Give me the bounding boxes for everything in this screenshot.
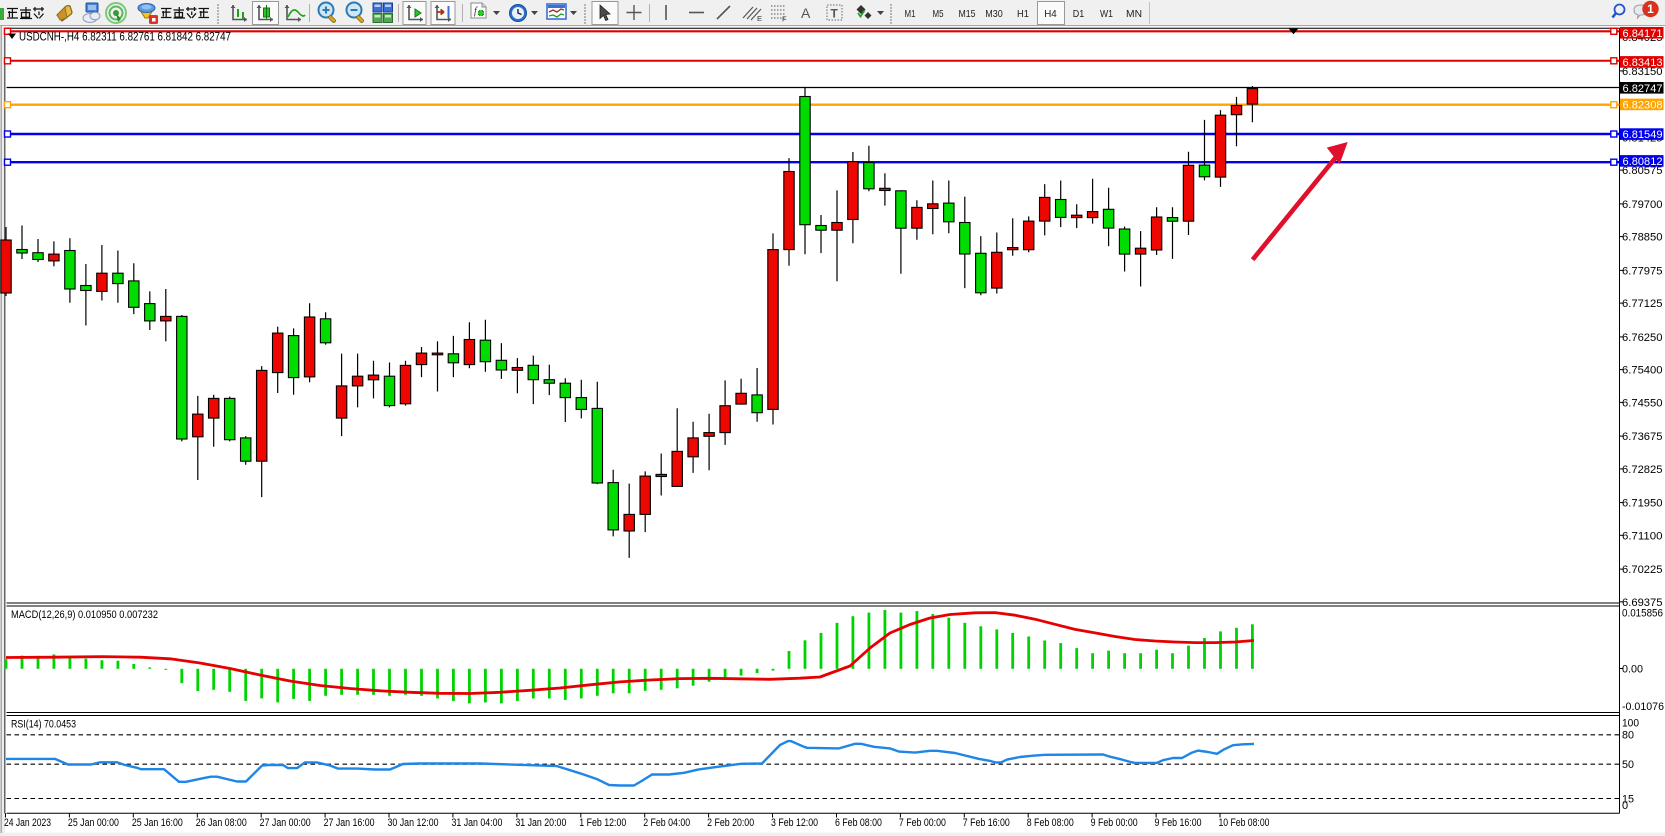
svg-text:M15: M15 xyxy=(959,8,976,20)
svg-text:F: F xyxy=(782,15,787,24)
svg-text:6.82308: 6.82308 xyxy=(1623,99,1663,111)
svg-text:H4: H4 xyxy=(1044,8,1057,20)
svg-text:MACD(12,26,9) 0.010950 0.00723: MACD(12,26,9) 0.010950 0.007232 xyxy=(11,609,158,621)
svg-text:25 Jan 16:00: 25 Jan 16:00 xyxy=(132,817,183,829)
svg-text:27 Jan 00:00: 27 Jan 00:00 xyxy=(260,817,311,829)
svg-text:6.82747: 6.82747 xyxy=(1623,83,1663,95)
svg-text:MN: MN xyxy=(1126,8,1142,20)
svg-text:6 Feb 08:00: 6 Feb 08:00 xyxy=(835,817,882,829)
svg-text:1: 1 xyxy=(1647,2,1654,16)
svg-text:RSI(14) 70.0453: RSI(14) 70.0453 xyxy=(11,719,76,731)
svg-text:6.69375: 6.69375 xyxy=(1622,597,1663,609)
svg-text:6.79700: 6.79700 xyxy=(1622,199,1663,211)
svg-text:6.83413: 6.83413 xyxy=(1623,57,1663,69)
svg-text:6.76250: 6.76250 xyxy=(1622,332,1663,344)
svg-text:9 Feb 00:00: 9 Feb 00:00 xyxy=(1091,817,1138,829)
svg-text:27 Jan 16:00: 27 Jan 16:00 xyxy=(324,817,375,829)
svg-text:26 Jan 08:00: 26 Jan 08:00 xyxy=(196,817,247,829)
svg-text:6.84171: 6.84171 xyxy=(1623,28,1663,40)
svg-text:7 Feb 00:00: 7 Feb 00:00 xyxy=(899,817,946,829)
svg-text:M1: M1 xyxy=(905,8,916,20)
svg-text:7 Feb 16:00: 7 Feb 16:00 xyxy=(963,817,1010,829)
svg-text:H1: H1 xyxy=(1017,8,1029,20)
svg-text:6.72825: 6.72825 xyxy=(1622,464,1663,476)
svg-text:6.73675: 6.73675 xyxy=(1622,431,1663,443)
svg-text:6.71100: 6.71100 xyxy=(1622,530,1663,542)
svg-text:24 Jan 2023: 24 Jan 2023 xyxy=(4,817,51,829)
svg-text:31 Jan 20:00: 31 Jan 20:00 xyxy=(515,817,566,829)
svg-text:6.74550: 6.74550 xyxy=(1622,397,1663,409)
svg-text:6.77975: 6.77975 xyxy=(1622,265,1663,277)
svg-text:25 Jan 00:00: 25 Jan 00:00 xyxy=(68,817,119,829)
svg-text:6.83150: 6.83150 xyxy=(1622,66,1663,78)
svg-text:T: T xyxy=(831,7,839,21)
svg-text:2 Feb 04:00: 2 Feb 04:00 xyxy=(643,817,690,829)
svg-text:0.00: 0.00 xyxy=(1622,663,1643,675)
svg-text:6.80812: 6.80812 xyxy=(1623,156,1663,168)
svg-text:6.81549: 6.81549 xyxy=(1623,129,1663,141)
svg-text:6.77125: 6.77125 xyxy=(1622,298,1663,310)
svg-text:M30: M30 xyxy=(985,8,1003,20)
svg-text:E: E xyxy=(757,14,762,23)
svg-text:3 Feb 12:00: 3 Feb 12:00 xyxy=(771,817,818,829)
svg-text:100: 100 xyxy=(1622,718,1639,730)
svg-text:D1: D1 xyxy=(1073,8,1085,20)
svg-text:6.70225: 6.70225 xyxy=(1622,564,1663,576)
svg-text:6.75400: 6.75400 xyxy=(1622,365,1663,377)
svg-text:15: 15 xyxy=(1622,793,1634,805)
svg-text:0.015856: 0.015856 xyxy=(1622,608,1663,620)
svg-text:-0.01076: -0.01076 xyxy=(1622,701,1664,713)
svg-text:8 Feb 08:00: 8 Feb 08:00 xyxy=(1027,817,1074,829)
svg-text:6.80575: 6.80575 xyxy=(1622,165,1663,177)
svg-text:50: 50 xyxy=(1622,759,1634,771)
svg-text:USDCNH-,H4 6.82311 6.82761 6.: USDCNH-,H4 6.82311 6.82761 6.81842 6.827… xyxy=(19,32,231,44)
svg-text:W1: W1 xyxy=(1100,8,1113,20)
svg-text:f: f xyxy=(474,6,478,17)
svg-text:0: 0 xyxy=(1622,800,1628,812)
svg-text:A: A xyxy=(801,5,811,21)
svg-text:M5: M5 xyxy=(933,8,944,20)
svg-text:31 Jan 04:00: 31 Jan 04:00 xyxy=(451,817,502,829)
svg-text:80: 80 xyxy=(1622,730,1634,742)
svg-text:9 Feb 16:00: 9 Feb 16:00 xyxy=(1155,817,1202,829)
svg-text:2 Feb 20:00: 2 Feb 20:00 xyxy=(707,817,754,829)
svg-text:30 Jan 12:00: 30 Jan 12:00 xyxy=(388,817,439,829)
svg-text:1 Feb 12:00: 1 Feb 12:00 xyxy=(579,817,626,829)
svg-text:6.71950: 6.71950 xyxy=(1622,498,1663,510)
svg-text:10 Feb 08:00: 10 Feb 08:00 xyxy=(1218,817,1269,829)
svg-text:6.78850: 6.78850 xyxy=(1622,232,1663,244)
